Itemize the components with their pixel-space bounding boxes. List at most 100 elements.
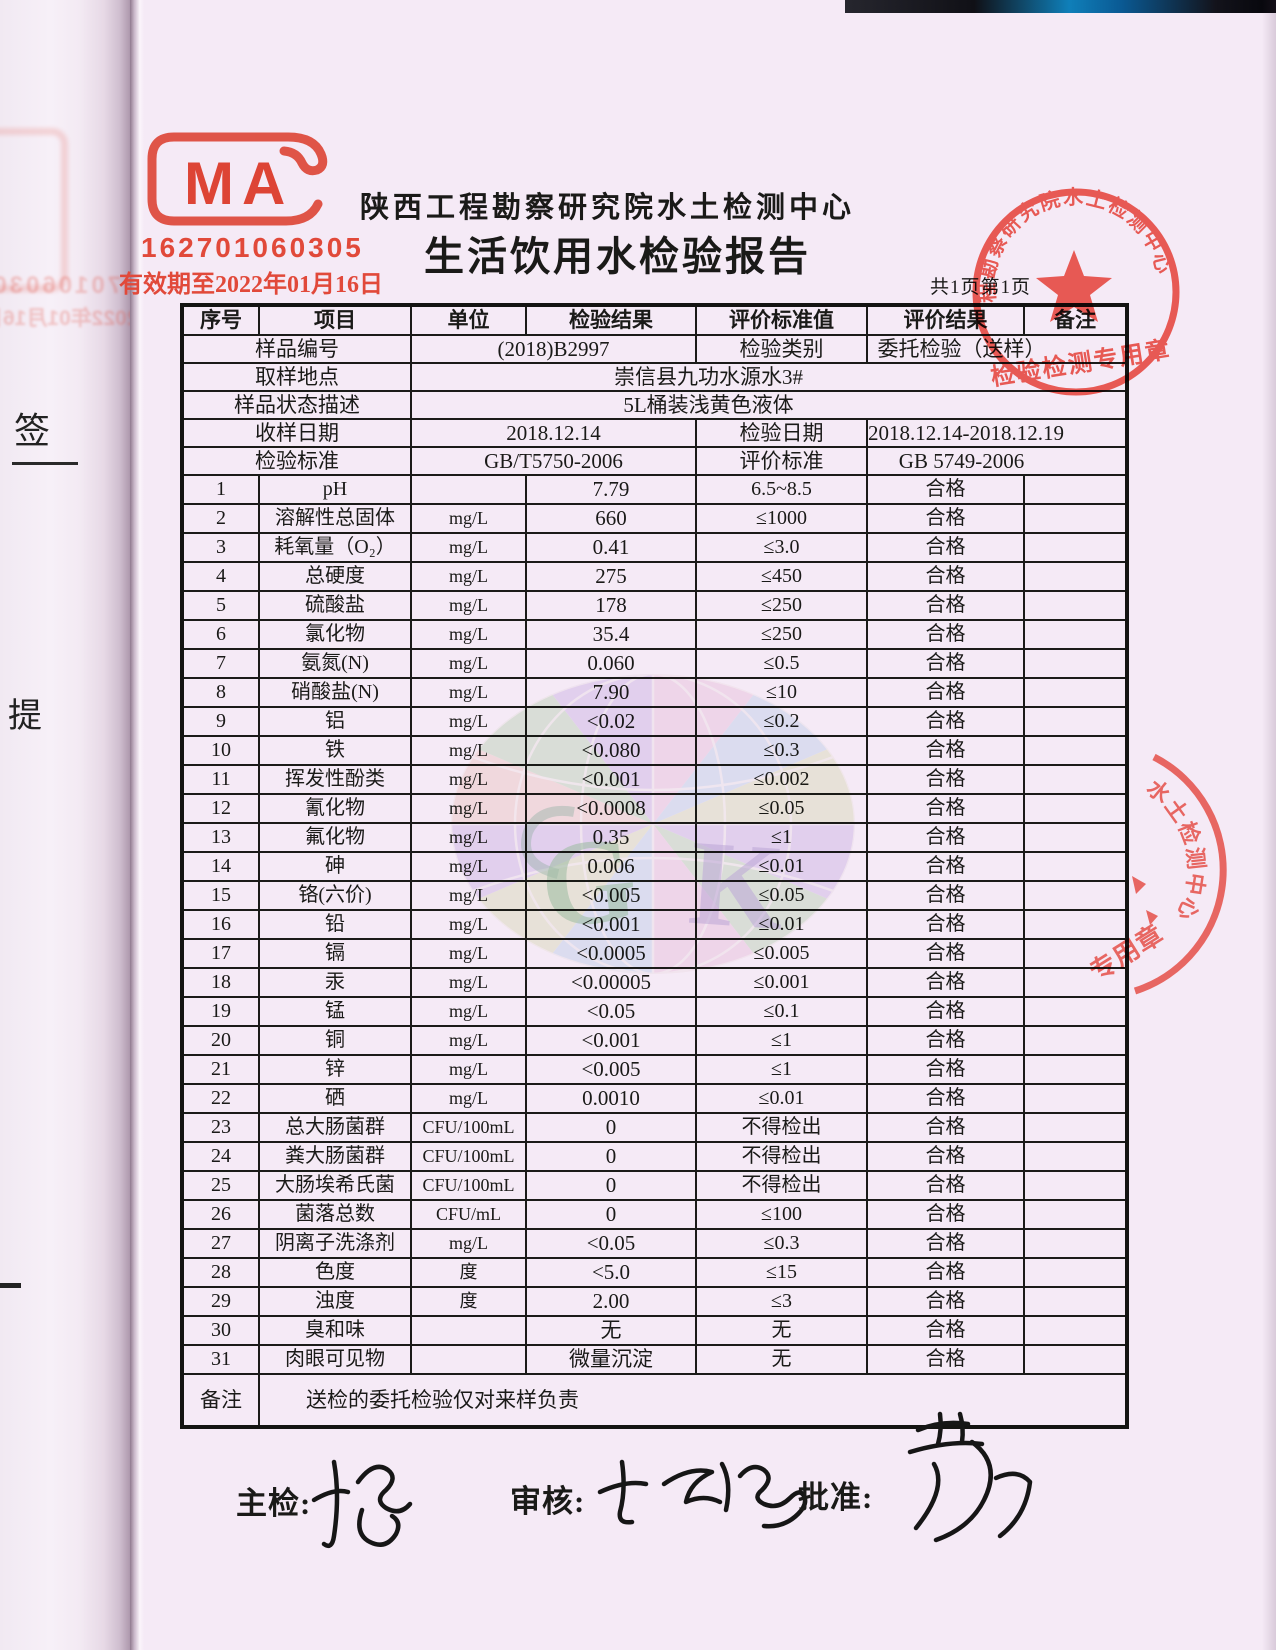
meta-value: 2018.12.14	[410, 418, 697, 448]
seq-cell: 22	[181, 1083, 260, 1114]
unit-cell: mg/L	[410, 735, 527, 766]
seq-cell: 25	[181, 1170, 260, 1201]
result-row: 9 铝 mg/L <0.02 ≤0.2 合格	[181, 706, 1128, 737]
remark-cell	[1023, 1286, 1128, 1317]
remark-text: 送检的委托检验仅对来样负责	[258, 1373, 1128, 1428]
seq-cell: 27	[181, 1228, 260, 1259]
seq-cell: 23	[181, 1112, 260, 1143]
cma-letters: MA	[184, 150, 293, 217]
item-cell: 浊度	[258, 1286, 412, 1317]
page-right-shadow	[1262, 0, 1276, 1650]
item-cell: 氰化物	[258, 793, 412, 824]
unit-cell: mg/L	[410, 561, 527, 592]
result-row: 29 浊度度 2.00 ≤3 合格	[181, 1286, 1128, 1317]
remark-cell	[1023, 648, 1128, 679]
evaluation-cell: 合格	[866, 1025, 1025, 1056]
result-row: 3 耗氧量（O₂） mg/L 0.41 ≤3.0 合格	[181, 532, 1128, 563]
sample-meta-row: 检验标准 GB/T5750-2006 评价标准 GB 5749-2006	[181, 446, 1128, 476]
result-row: 7 氨氮(N) mg/L 0.060 ≤0.5 合格	[181, 648, 1128, 679]
standard-cell: ≤1	[695, 1025, 868, 1056]
seq-cell: 30	[181, 1315, 260, 1346]
meta-label: 样品状态描述	[181, 390, 412, 420]
meta-value: GB/T5750-2006	[410, 446, 697, 476]
seq-cell: 4	[181, 561, 260, 592]
unit-cell	[410, 474, 527, 505]
item-cell: pH	[258, 474, 412, 505]
standard-cell: ≤10	[695, 677, 868, 708]
unit-cell: mg/L	[410, 909, 527, 940]
data-rows: 1 pH 7.79 6.5~8.5 合格 2 溶解性总固体 mg/L 660 ≤1000 合格 3 耗氧…	[181, 474, 1128, 1375]
margin-character-sign: 签	[12, 402, 79, 465]
item-cell: 硝酸盐(N)	[258, 677, 412, 708]
sample-meta-row: 收样日期 2018.12.14 检验日期 2018.12.14-2018.12.19	[181, 418, 1128, 448]
item-cell: 总大肠菌群	[258, 1112, 412, 1143]
item-cell: 阴离子洗涤剂	[258, 1228, 412, 1259]
result-row: 27 阴离子洗涤剂 mg/L <0.05 ≤0.3 合格	[181, 1228, 1128, 1259]
item-cell: 菌落总数	[258, 1199, 412, 1230]
result-row: 14 砷 mg/L 0.006 ≤0.01 合格	[181, 851, 1128, 882]
standard-cell: ≤100	[695, 1199, 868, 1230]
ghost-cma-validity: 有效期至2022年01月16日	[0, 307, 133, 330]
cma-certificate-number: 162701060305	[141, 232, 364, 263]
evaluation-cell: 合格	[866, 764, 1025, 795]
remark-cell	[1023, 590, 1128, 621]
result-cell: 7.90	[525, 677, 697, 708]
item-cell: 铬(六价)	[258, 880, 412, 911]
remark-cell	[1023, 561, 1128, 592]
seq-cell: 14	[181, 851, 260, 882]
meta-value: GB 5749-2006	[866, 446, 1128, 476]
meta-label: 评价标准	[695, 446, 868, 476]
item-cell: 臭和味	[258, 1315, 412, 1346]
remark-cell	[1023, 880, 1128, 911]
previous-page-edge: 162701060305 有效期至2022年01月16日 签 提	[0, 0, 133, 1650]
header-evaluation: 评价结果	[866, 304, 1025, 336]
seq-cell: 21	[181, 1054, 260, 1085]
seq-cell: 11	[181, 764, 260, 795]
header-item: 项目	[258, 304, 412, 336]
unit-cell: mg/L	[410, 677, 527, 708]
standard-cell: ≤3	[695, 1286, 868, 1317]
result-row: 25 大肠埃希氏菌 CFU/100mL 0 不得检出 合格	[181, 1170, 1128, 1201]
standard-cell: 无	[695, 1344, 868, 1375]
remark-cell	[1023, 1112, 1128, 1143]
item-cell: 色度	[258, 1257, 412, 1288]
result-cell: <0.001	[525, 909, 697, 940]
remark-row: 备注 送检的委托检验仅对来样负责	[181, 1373, 1128, 1428]
page-count-info: 共1页第1页	[930, 277, 1032, 298]
unit-cell: mg/L	[410, 764, 527, 795]
evaluation-cell: 合格	[866, 880, 1025, 911]
item-cell: 氯化物	[258, 619, 412, 650]
result-cell: 无	[525, 1315, 697, 1346]
standard-cell: 6.5~8.5	[695, 474, 868, 505]
seal-star-fragment	[1146, 910, 1158, 925]
result-cell: 660	[525, 503, 697, 534]
unit-cell: mg/L	[410, 1025, 527, 1056]
result-cell: 0.41	[525, 532, 697, 563]
seq-cell: 9	[181, 706, 260, 737]
approver-signature	[907, 1411, 1033, 1543]
result-cell: <0.001	[525, 764, 697, 795]
item-cell: 铅	[258, 909, 412, 940]
result-cell: 0	[525, 1112, 697, 1143]
result-cell: 0.35	[525, 822, 697, 853]
remark-cell	[1023, 503, 1128, 534]
evaluation-cell: 合格	[866, 706, 1025, 737]
remark-cell	[1023, 938, 1128, 969]
seq-cell: 3	[181, 532, 260, 563]
result-cell: 35.4	[525, 619, 697, 650]
seq-cell: 7	[181, 648, 260, 679]
standard-cell: ≤0.01	[695, 1083, 868, 1114]
table-header-row: 序号 项目 单位 检验结果 评价标准值 评价结果 备注	[181, 304, 1128, 336]
test-report-table: 样品编号 (2018)B2997 检验类别 委托检验（送样） 取样地点 崇信县九功水源水3…	[180, 303, 1129, 1429]
standard-cell: ≤250	[695, 590, 868, 621]
item-cell: 铁	[258, 735, 412, 766]
standard-cell: 无	[695, 1315, 868, 1346]
result-row: 2 溶解性总固体 mg/L 660 ≤1000 合格	[181, 503, 1128, 534]
standard-cell: ≤0.05	[695, 880, 868, 911]
result-cell: 0.060	[525, 648, 697, 679]
result-row: 15 铬(六价) mg/L <0.005 ≤0.05 合格	[181, 880, 1128, 911]
unit-cell: mg/L	[410, 793, 527, 824]
cma-outline	[147, 132, 323, 226]
standard-cell: ≤0.002	[695, 764, 868, 795]
evaluation-cell: 合格	[866, 1228, 1025, 1259]
